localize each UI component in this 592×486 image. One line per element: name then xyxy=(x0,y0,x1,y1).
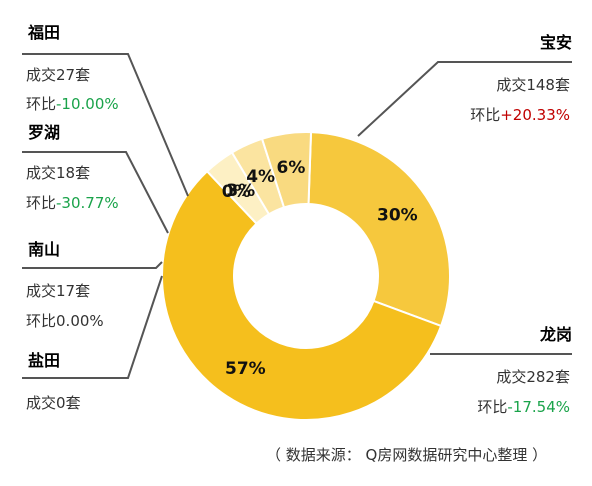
leader-line-baoan xyxy=(357,61,572,137)
district-name-nanshan: 南山 xyxy=(28,240,61,259)
pct-label-nanshan: 3% xyxy=(226,181,255,201)
donut-slices xyxy=(161,131,451,421)
slice-baoan xyxy=(307,131,451,328)
leader-line-yantian xyxy=(22,275,163,379)
data-source-note: （ 数据来源： Q房网数据研究中心整理 ） xyxy=(266,446,548,464)
mom-longgang: 环比-17.54% xyxy=(477,398,570,416)
pct-label-yantian: 0% xyxy=(222,182,251,202)
district-name-futian: 福田 xyxy=(28,23,61,42)
deals-futian: 成交27套 xyxy=(26,66,91,84)
leader-line-futian xyxy=(22,53,189,197)
slice-longgang xyxy=(161,169,443,421)
deals-yantian: 成交0套 xyxy=(26,394,81,412)
pct-label-luohu: 4% xyxy=(246,167,275,187)
slice-futian xyxy=(260,131,313,209)
mom-baoan: 环比+20.33% xyxy=(470,106,570,124)
deals-nanshan: 成交17套 xyxy=(26,282,91,300)
district-name-longgang: 龙岗 xyxy=(539,325,572,344)
district-name-yantian: 盐田 xyxy=(28,351,61,370)
deals-luohu: 成交18套 xyxy=(26,164,91,182)
mom-luohu: 环比-30.77% xyxy=(26,194,119,212)
district-name-baoan: 宝安 xyxy=(539,33,572,52)
deals-baoan: 成交148套 xyxy=(496,76,570,94)
pct-label-longgang: 57% xyxy=(225,359,266,379)
mom-futian: 环比-10.00% xyxy=(26,95,119,113)
leader-lines xyxy=(22,53,572,379)
leader-line-luohu xyxy=(22,151,169,234)
pct-label-baoan: 30% xyxy=(377,206,418,226)
deals-longgang: 成交282套 xyxy=(496,368,570,386)
percent-labels: 30% 57% 0%3%4% 6% xyxy=(222,158,418,379)
district-name-luohu: 罗湖 xyxy=(28,123,61,142)
pct-label-futian: 6% xyxy=(276,158,305,178)
mom-nanshan: 环比0.00% xyxy=(26,312,104,330)
leader-line-nanshan xyxy=(22,261,163,269)
